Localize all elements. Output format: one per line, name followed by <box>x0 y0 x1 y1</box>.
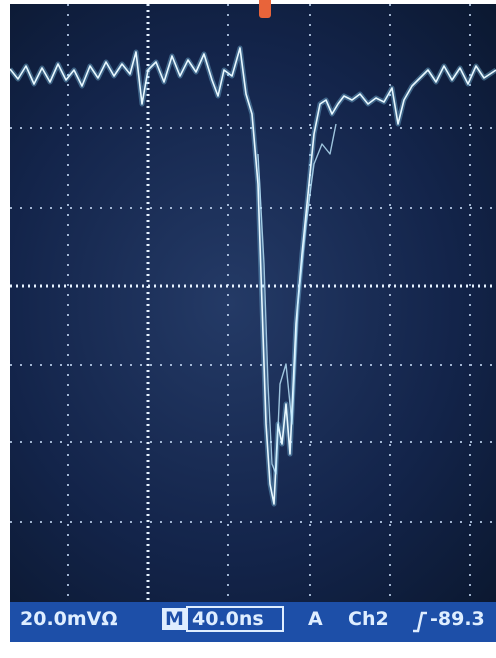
trigger-channel: Ch2 <box>348 608 389 630</box>
center-axes <box>10 4 496 604</box>
timebase: 40.0ns <box>186 606 284 632</box>
status-bar: 20.0mVΩ M 40.0ns A Ch2 -89.3 <box>10 602 496 642</box>
trigger-position-marker <box>259 0 271 18</box>
waveform <box>10 48 496 504</box>
trigger-mode: A <box>308 608 323 630</box>
scope-screen <box>10 4 496 604</box>
vertical-scale: 20.0mVΩ <box>20 608 118 630</box>
trigger-slope-icon <box>412 611 428 633</box>
trigger-level: -89.3 <box>430 608 485 630</box>
mode-indicator: M <box>162 608 187 630</box>
grid <box>10 4 496 604</box>
page: 20.0mVΩ M 40.0ns A Ch2 -89.3 (() => { co… <box>0 0 496 658</box>
scope-display <box>10 4 496 604</box>
